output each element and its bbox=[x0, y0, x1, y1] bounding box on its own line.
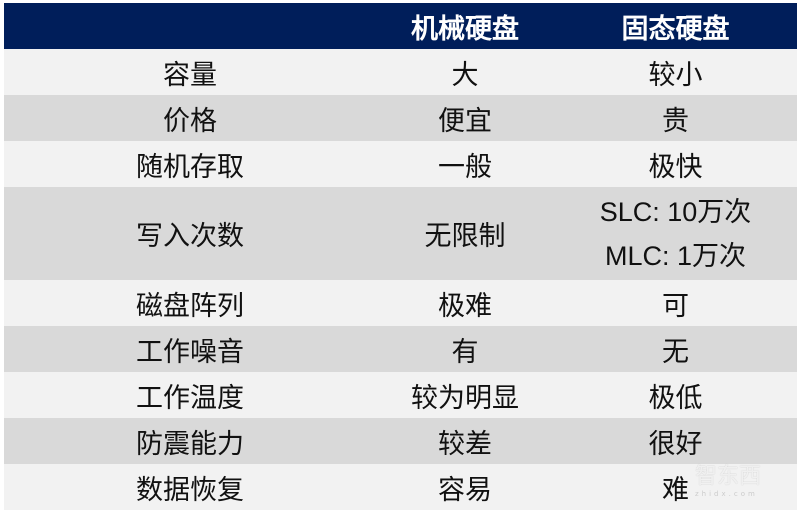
header-hdd: 机械硬盘 bbox=[411, 13, 519, 45]
row-label: 容量 bbox=[163, 59, 217, 91]
ssd-value: 极快 bbox=[648, 151, 703, 183]
table-row: 随机存取 一般 极快 bbox=[4, 141, 797, 187]
row-label: 价格 bbox=[163, 105, 217, 137]
ssd-value: 难 bbox=[662, 474, 689, 506]
watermark-url: zhidx.com bbox=[695, 490, 758, 498]
hdd-value: 一般 bbox=[438, 151, 492, 183]
row-label: 工作温度 bbox=[136, 382, 244, 414]
ssd-value: 极低 bbox=[648, 382, 703, 414]
row-label: 数据恢复 bbox=[136, 474, 244, 506]
row-label: 写入次数 bbox=[136, 221, 244, 252]
hdd-value: 无限制 bbox=[424, 221, 506, 252]
hdd-value: 便宜 bbox=[438, 105, 492, 137]
table-row: 数据恢复 容易 难 bbox=[4, 464, 797, 510]
hdd-value: 大 bbox=[451, 59, 479, 91]
watermark-text: 智东西 bbox=[695, 464, 762, 489]
ssd-value: SLC: 10万次 MLC: 1万次 bbox=[554, 190, 797, 278]
ssd-value: 贵 bbox=[662, 105, 689, 137]
row-label: 防震能力 bbox=[136, 428, 244, 460]
table-row: 容量 大 较小 bbox=[4, 49, 797, 95]
row-label: 磁盘阵列 bbox=[136, 290, 244, 322]
ssd-value: 无 bbox=[662, 336, 689, 368]
hdd-value: 较差 bbox=[438, 428, 492, 460]
header-ssd: 固态硬盘 bbox=[621, 13, 730, 45]
header-row: 机械硬盘 固态硬盘 bbox=[4, 3, 797, 49]
ssd-value: 很好 bbox=[648, 428, 703, 460]
table-row: 写入次数 无限制 SLC: 10万次 MLC: 1万次 bbox=[4, 187, 797, 280]
ssd-value-mlc: MLC: 1万次 bbox=[604, 240, 747, 271]
ssd-value: 较小 bbox=[648, 59, 703, 91]
hdd-value: 有 bbox=[451, 336, 479, 368]
table-row: 工作噪音 有 无 bbox=[4, 326, 797, 372]
comparison-table: 机械硬盘 固态硬盘 容量 大 较小价格 便宜 贵随机存取 一般 极快写入次数 无限制 SLC: … bbox=[4, 3, 797, 510]
ssd-value: 可 bbox=[662, 290, 689, 322]
hdd-value: 较为明显 bbox=[411, 382, 519, 414]
hdd-value: 容易 bbox=[438, 474, 492, 506]
table-row: 工作温度 较为明显 极低 bbox=[4, 372, 797, 418]
row-label: 随机存取 bbox=[136, 151, 244, 183]
row-label: 工作噪音 bbox=[136, 336, 244, 368]
ssd-value-slc: SLC: 10万次 bbox=[599, 196, 752, 227]
hdd-value: 极难 bbox=[438, 290, 492, 322]
table-row: 价格 便宜 贵 bbox=[4, 95, 797, 141]
table-row: 防震能力 较差 很好 bbox=[4, 418, 797, 464]
watermark-logo: 智东西 zhidx.com bbox=[695, 458, 761, 498]
table-row: 磁盘阵列 极难 可 bbox=[4, 280, 797, 326]
